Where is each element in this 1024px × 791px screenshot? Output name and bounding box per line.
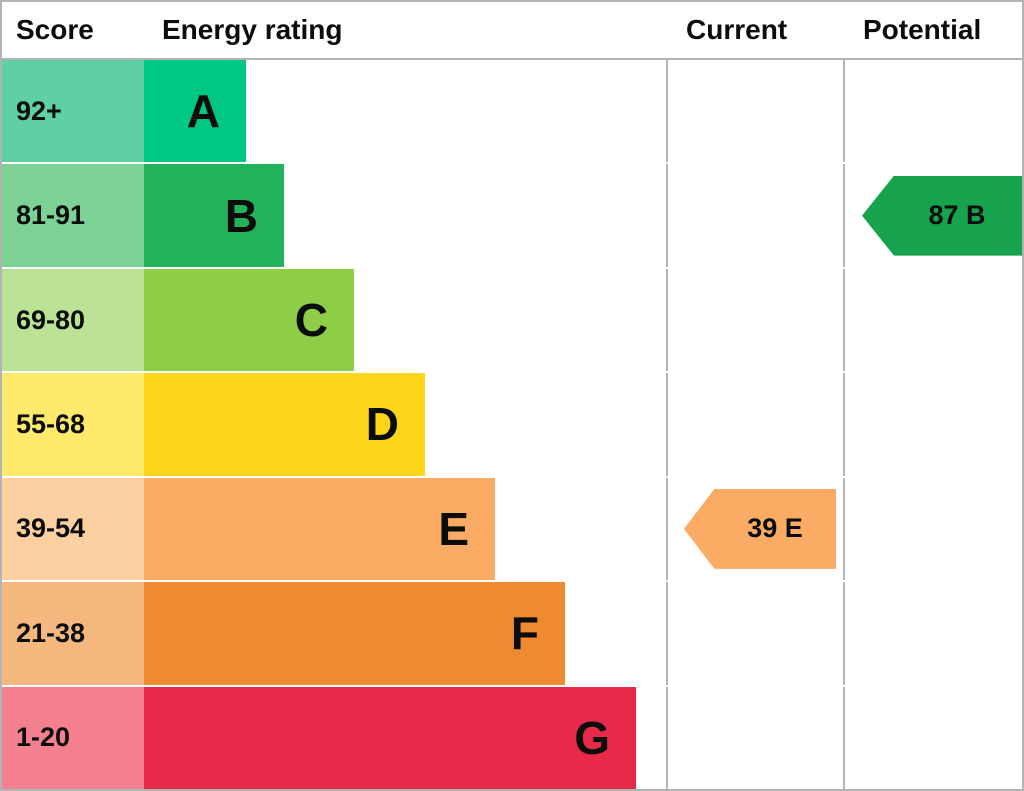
band-row-f: 21-38 F <box>2 582 1022 687</box>
potential-column-divider <box>843 2 845 789</box>
rating-letter-b: B <box>224 189 258 242</box>
rating-bar-g: G <box>144 686 636 789</box>
score-range-b: 81-91 <box>2 164 144 267</box>
rating-bar-d: D <box>144 373 425 476</box>
band-row-e: 39-54 E 39 E <box>2 477 1022 583</box>
rating-letter-f: F <box>510 607 539 660</box>
rating-letter-a: A <box>186 85 220 138</box>
score-range-c: 69-80 <box>2 268 144 372</box>
potential-rating-label: 87 B <box>928 200 986 231</box>
rating-bar-a: A <box>144 60 246 163</box>
header-potential: Potential <box>863 14 982 45</box>
band-row-a: 92+ A <box>2 60 1022 165</box>
current-column-divider <box>666 2 668 789</box>
band-row-b: 81-91 B 87 B <box>2 164 1022 269</box>
rating-letter-d: D <box>365 398 399 451</box>
score-range-e: 39-54 <box>2 477 144 581</box>
rating-letter-c: C <box>294 294 328 347</box>
header-row: Score Energy rating Current Potential <box>2 2 1022 60</box>
current-rating-label: 39 E <box>747 513 803 544</box>
rating-bar-f: F <box>144 582 565 685</box>
rating-letter-e: E <box>438 502 469 555</box>
band-row-c: 69-80 C <box>2 268 1022 374</box>
band-row-g: 1-20 G <box>2 686 1022 789</box>
rating-bar-e: E <box>144 477 495 581</box>
rating-bar-c: C <box>144 268 354 372</box>
current-rating-marker: 39 E <box>684 488 836 569</box>
header-energy-rating: Energy rating <box>162 14 343 45</box>
score-range-f: 21-38 <box>2 582 144 685</box>
band-row-d: 55-68 D <box>2 373 1022 478</box>
potential-rating-marker: 87 B <box>862 175 1022 256</box>
header-score: Score <box>16 14 94 45</box>
score-range-g: 1-20 <box>2 686 144 789</box>
rating-bar-b: B <box>144 164 284 267</box>
rating-letter-g: G <box>574 711 610 764</box>
score-range-a: 92+ <box>2 60 144 163</box>
header-current: Current <box>686 14 788 45</box>
score-range-d: 55-68 <box>2 373 144 476</box>
